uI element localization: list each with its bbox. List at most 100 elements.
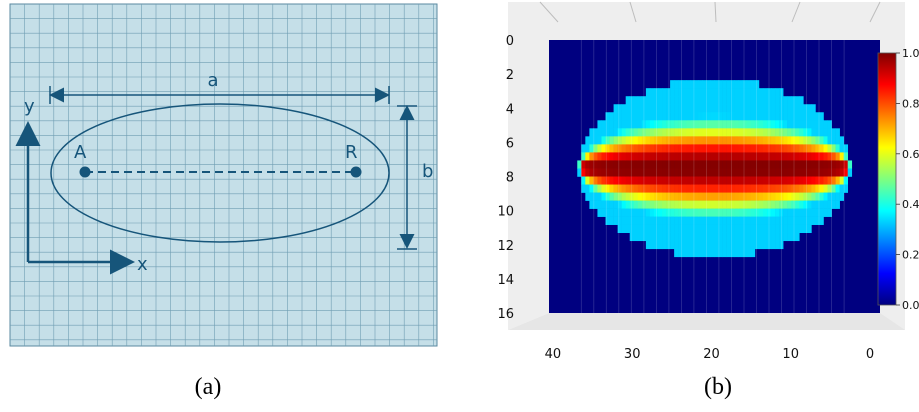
heatmap-cell — [698, 160, 703, 169]
x-tick-label: 40 — [545, 347, 562, 362]
heatmap-cell — [847, 168, 853, 177]
heatmap-cell — [629, 120, 635, 129]
heatmap-cell — [706, 208, 711, 217]
heatmap-cell — [678, 80, 683, 89]
heatmap-cell — [734, 80, 740, 89]
heatmap-cell — [593, 144, 598, 153]
heatmap-cell — [734, 128, 740, 137]
heatmap-cell — [589, 128, 594, 137]
heatmap-cell — [795, 128, 800, 137]
heatmap-cell — [690, 216, 695, 225]
heatmap-cell — [754, 96, 760, 105]
heatmap-cell — [758, 160, 764, 169]
heatmap-cell — [662, 240, 667, 250]
heatmap-cell — [706, 240, 711, 250]
heatmap-cell — [726, 200, 731, 209]
grid-lines — [10, 4, 437, 346]
heatmap-cell — [819, 184, 824, 193]
heatmap-cell — [674, 112, 679, 121]
heatmap-cell — [637, 128, 643, 137]
heatmap-cell — [670, 120, 675, 129]
heatmap-cell — [657, 88, 663, 97]
heatmap-cell — [754, 192, 760, 201]
heatmap-cell — [686, 80, 691, 89]
heatmap-cell — [762, 208, 768, 217]
heatmap-cell — [762, 216, 768, 225]
heatmap-cell — [625, 112, 631, 121]
heatmap-cell — [734, 208, 740, 217]
heatmap-cell — [791, 160, 796, 169]
heatmap-cell — [787, 128, 792, 137]
heatmap-cell — [722, 224, 727, 234]
heatmap-cell — [742, 104, 748, 113]
heatmap-cell — [605, 176, 610, 185]
heatmap-cell — [714, 200, 719, 209]
heatmap-cell — [742, 88, 748, 97]
heatmap-cell — [666, 176, 671, 185]
heatmap-cell — [702, 184, 707, 193]
heatmap-cell — [718, 144, 723, 153]
heatmap-cell — [641, 192, 647, 201]
heatmap-cell — [633, 128, 639, 137]
heatmap-cell — [771, 216, 776, 225]
heatmap-cell — [653, 88, 659, 97]
heatmap-cell — [653, 208, 659, 217]
heatmap-cell — [670, 104, 675, 113]
heatmap-cell — [791, 192, 796, 201]
heatmap-cell — [750, 248, 756, 258]
heatmap-cell — [666, 224, 671, 234]
heatmap-cell — [589, 136, 594, 145]
heatmap-cell — [613, 160, 618, 169]
heatmap-cell — [682, 104, 687, 113]
heatmap-cell — [662, 136, 667, 145]
heatmap-cell — [698, 232, 703, 242]
heatmap-cell — [823, 176, 828, 185]
heatmap-cell — [682, 208, 687, 217]
heatmap-cell — [835, 168, 840, 177]
heatmap-cell — [783, 192, 788, 201]
heatmap-cell — [653, 216, 659, 225]
heatmap-cell — [742, 240, 748, 250]
heatmap-cell — [629, 152, 635, 161]
heatmap-cell — [641, 184, 647, 193]
x-tick-label: 30 — [624, 347, 641, 362]
heatmap-cell — [811, 152, 816, 161]
heatmap-cell — [819, 144, 824, 153]
heatmap-cell — [734, 120, 740, 129]
heatmap-cell — [787, 104, 792, 113]
heatmap-cell — [589, 176, 594, 185]
heatmap-cell — [762, 224, 768, 234]
heatmap-cell — [795, 224, 800, 234]
heatmap-cell — [819, 120, 824, 129]
heatmap-cell — [649, 168, 655, 177]
heatmap-cell — [613, 120, 618, 129]
heatmap-cell — [807, 160, 812, 169]
heatmap-cell — [682, 136, 687, 145]
heatmap-cell — [621, 160, 626, 169]
heatmap-cell — [714, 240, 719, 250]
heatmap-cell — [605, 160, 610, 169]
heatmap-cell — [746, 160, 752, 169]
heatmap-cell — [714, 216, 719, 225]
heatmap-cell — [593, 136, 598, 145]
heatmap-cell — [698, 200, 703, 209]
heatmap-cell — [746, 128, 752, 137]
heatmap-cell — [766, 88, 772, 97]
heatmap-cell — [645, 200, 651, 209]
heatmap-cell — [706, 128, 711, 137]
heatmap-cell — [710, 88, 715, 97]
colorbar-ticks: 0.0 0.2 0.4 0.6 0.8 1.0 — [896, 47, 919, 312]
heatmap-cell — [726, 136, 731, 145]
heatmap-cell — [585, 144, 590, 153]
heatmap-cell — [678, 88, 683, 97]
heatmap-cell — [775, 184, 780, 193]
heatmap-cell — [666, 192, 671, 201]
heatmap-cell — [730, 176, 735, 185]
heatmap-cell — [605, 120, 610, 129]
heatmap-cell — [597, 120, 602, 129]
heatmap-cell — [662, 88, 667, 97]
heatmap-cell — [637, 192, 643, 201]
heatmap-cell — [589, 168, 594, 177]
heatmap-cell — [649, 216, 655, 225]
heatmap-cell — [678, 112, 683, 121]
